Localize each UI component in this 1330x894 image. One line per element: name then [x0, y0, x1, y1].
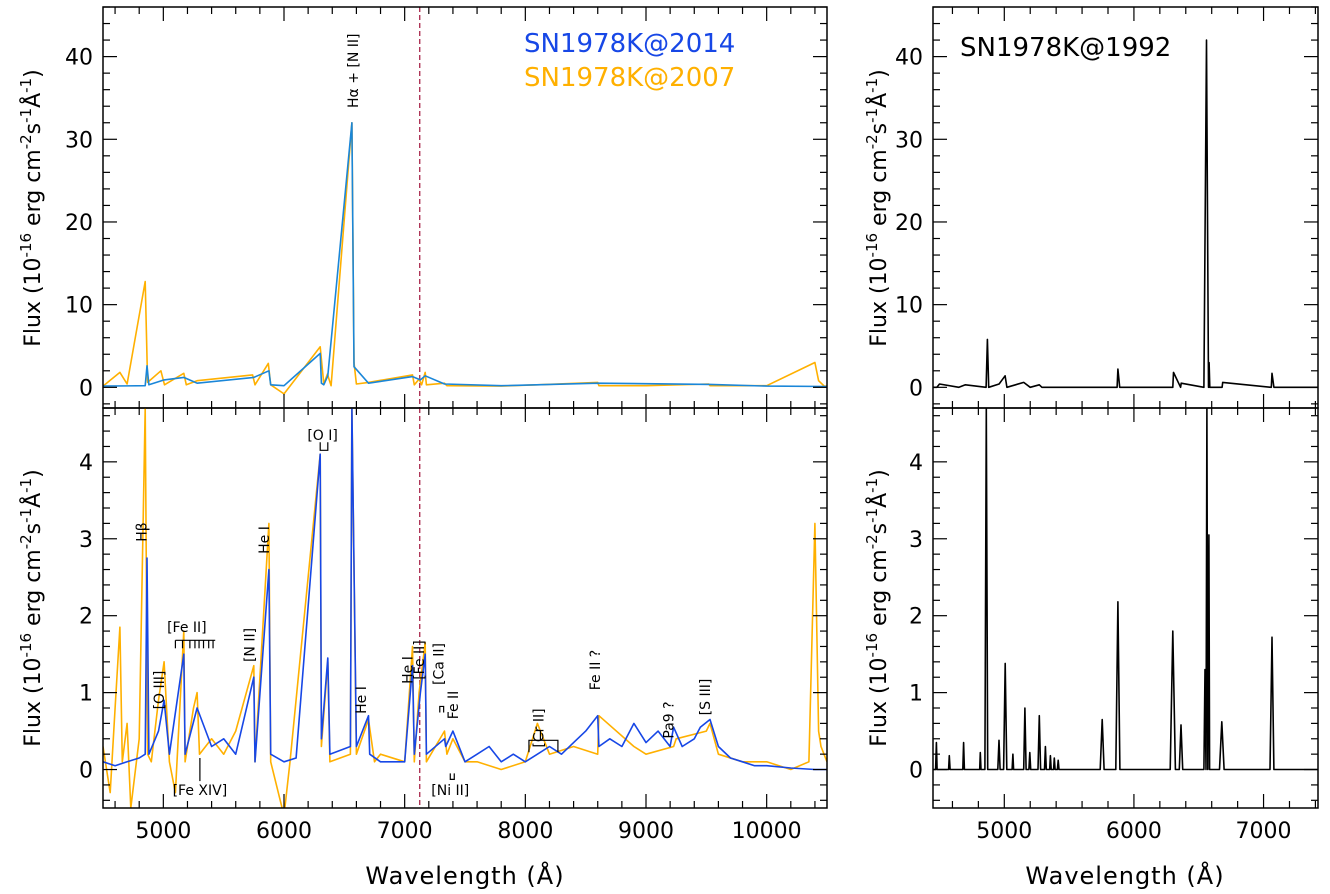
x-tick-label: 5000 [976, 819, 1032, 844]
x-tick-label: 5000 [135, 819, 191, 844]
axes-frame [932, 407, 1319, 809]
line-label-caii: [Ca II] [431, 643, 447, 685]
line-label-feii_b: [Fe II] [412, 640, 428, 680]
oi-bracket [319, 442, 329, 451]
x-tick-label: 8000 [497, 819, 553, 844]
line-label-hei_c: He I [401, 656, 417, 684]
y-tick-label: 0 [79, 376, 93, 401]
x-tick-label: 7000 [1236, 819, 1292, 844]
series-sn1978k-2014 [103, 408, 827, 771]
y-axis-label: Flux (10-16 erg cm-2s-1Å-1) [17, 469, 46, 747]
series-sn1978k-2014 [103, 122, 827, 388]
y-tick-label: 0 [79, 759, 93, 784]
y-tick-label: 30 [895, 128, 923, 153]
y-tick-label: 20 [895, 211, 923, 236]
x-axis-label: Wavelength (Å) [1025, 861, 1224, 890]
y-tick-label: 1 [909, 682, 923, 707]
line-label-hei_a: He I [257, 526, 273, 554]
panel-top-left: 0 10 20 30 40 [65, 6, 828, 409]
y-tick-label: 30 [65, 128, 93, 153]
feii-bracket [174, 639, 216, 649]
y-tick-label: 40 [895, 46, 923, 71]
x-tick-label: 6000 [256, 819, 312, 844]
axes-frame [932, 6, 1319, 409]
series-sn1978k-1992 [933, 39, 1318, 389]
line-label-siii: [S III] [698, 679, 714, 716]
series-sn1978k-2007 [103, 122, 827, 395]
y-tick-label: 10 [895, 294, 923, 319]
y-tick-label: 4 [79, 451, 93, 476]
line-label-oi: [O I] [307, 428, 338, 444]
legend-2007: SN1978K@2007 [524, 63, 735, 93]
line-label-nii_b: [Ni II] [431, 783, 469, 799]
legend-2014: SN1978K@2014 [524, 29, 735, 59]
line-label-feii_c: Fe II [446, 691, 462, 720]
y-tick-label: 3 [909, 528, 923, 553]
panel-bottom-right: 0 1 2 3 4 5000 6000 7000 [909, 407, 1319, 844]
series-sn1978k-2007 [103, 408, 827, 808]
line-label-feii_a: [Fe II] [167, 620, 207, 636]
x-axis-label: Wavelength (Å) [365, 861, 564, 890]
halpha-label: Hα + [N II] [346, 34, 362, 109]
line-label-hei_b: He I [354, 686, 370, 714]
annotations: Hα + [N II] Hβ [O III] [Fe II] [Fe XIV] [N II… [135, 34, 715, 800]
x-tick-label: 10000 [732, 819, 802, 844]
y-tick-label: 4 [909, 451, 923, 476]
x-tick-label: 6000 [1106, 819, 1162, 844]
panel-bottom-left: 0 1 2 3 4 5000 6000 7000 8000 9000 10000 [79, 407, 828, 844]
y-tick-label: 0 [909, 759, 923, 784]
y-tick-label: 0 [909, 376, 923, 401]
x-tick-label: 7000 [377, 819, 433, 844]
y-tick-label: 3 [79, 528, 93, 553]
line-label-pa9: Pa9 ? [662, 701, 678, 738]
line-label-feii_q: Fe II ? [588, 650, 604, 691]
y-tick-label: 2 [909, 605, 923, 630]
y-tick-label: 2 [79, 605, 93, 630]
line-label-nii: [N II] [242, 628, 258, 662]
line-label-crii: [Cr II] [531, 708, 547, 747]
y-axis-label: Flux (10-16 erg cm-2s-1Å-1) [17, 69, 46, 347]
nii-bracket [449, 773, 455, 780]
y-tick-label: 1 [79, 682, 93, 707]
crii-bracket [528, 730, 559, 753]
line-label-oiii: [O III] [152, 671, 168, 710]
caii-bracket [439, 705, 445, 713]
line-label-fexiv: [Fe XIV] [173, 783, 228, 799]
panel-top-right: 0 10 20 30 40 [895, 6, 1319, 409]
y-tick-label: 40 [65, 46, 93, 71]
y-tick-label: 20 [65, 211, 93, 236]
series-sn1978k-1992 [933, 408, 1318, 771]
y-tick-label: 10 [65, 294, 93, 319]
legend-1992: SN1978K@1992 [960, 33, 1171, 63]
y-axis-label: Flux (10-16 erg cm-2s-1Å-1) [863, 469, 892, 747]
y-axis-label: Flux (10-16 erg cm-2s-1Å-1) [863, 69, 892, 347]
line-label-hbeta: Hβ [135, 522, 151, 541]
axes-frame [102, 407, 828, 809]
x-tick-label: 9000 [618, 819, 674, 844]
